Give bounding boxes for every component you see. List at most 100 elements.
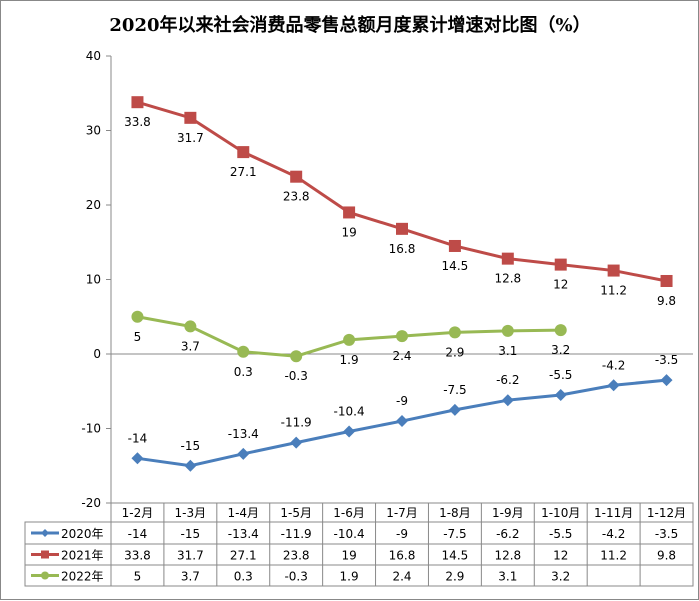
data-label: 2.9: [445, 345, 464, 359]
data-point: [660, 374, 673, 387]
data-point: [237, 447, 250, 460]
table-cell: 14.5: [442, 549, 469, 563]
data-label: 11.2: [600, 284, 627, 298]
data-point: [131, 96, 144, 109]
y-tick-label: -10: [81, 422, 101, 436]
table-cell: -13.4: [228, 527, 259, 541]
data-point: [184, 111, 197, 124]
table-cell: -14: [128, 527, 148, 541]
data-point: [448, 403, 461, 416]
chart-title: 2020年以来社会消费品零售总额月度累计增速对比图（%）: [109, 14, 590, 36]
data-label: -3.5: [655, 353, 678, 367]
table-cell: -0.3: [284, 570, 307, 584]
data-label: -15: [181, 439, 201, 453]
data-point: [660, 274, 673, 287]
category-label: 1-9月: [492, 506, 524, 520]
table-cell: 12.8: [494, 549, 521, 563]
category-label: 1-4月: [227, 506, 259, 520]
data-label: 31.7: [177, 131, 204, 145]
data-point: [237, 146, 250, 159]
data-point: [607, 264, 620, 277]
table-cell: 16.8: [389, 549, 416, 563]
data-label: 14.5: [442, 259, 469, 273]
legend-marker: [41, 550, 49, 559]
y-tick-label: 30: [86, 124, 101, 138]
category-label: 1-7月: [386, 506, 418, 520]
y-tick-label: 40: [86, 49, 101, 63]
data-label: 16.8: [389, 242, 416, 256]
data-label: 9.8: [657, 294, 676, 308]
table-cell: -15: [181, 527, 201, 541]
table-cell: 33.8: [124, 549, 151, 563]
legend-label: 2020年: [61, 527, 104, 541]
data-point: [396, 330, 408, 343]
table-cell: 23.8: [283, 549, 310, 563]
data-label: -4.2: [602, 358, 625, 372]
data-point: [448, 239, 461, 252]
data-point: [396, 222, 408, 235]
data-label: -9: [396, 394, 408, 408]
table-cell: -5.5: [549, 527, 572, 541]
table-cell: -3.5: [655, 527, 678, 541]
category-label: 1-5月: [280, 506, 312, 520]
legend-label: 2021年: [61, 549, 104, 563]
data-point: [554, 388, 567, 401]
table-cell: 1.9: [340, 570, 359, 584]
table-cell: 27.1: [230, 549, 257, 563]
data-label: 12.8: [494, 272, 521, 286]
data-label: 1.9: [340, 353, 359, 367]
data-label: 5: [134, 330, 142, 344]
data-point: [554, 258, 567, 271]
table-cell: 3.1: [498, 570, 517, 584]
data-label: 12: [553, 278, 568, 292]
table-cell: 11.2: [600, 549, 627, 563]
y-tick-label: 20: [86, 198, 101, 212]
data-label: 27.1: [230, 165, 257, 179]
table-cell: 3.2: [551, 570, 570, 584]
data-label: -7.5: [443, 383, 466, 397]
table-cell: 5: [134, 570, 142, 584]
table-cell: -6.2: [496, 527, 519, 541]
data-label: 19: [341, 225, 356, 239]
data-label: -13.4: [228, 427, 259, 441]
data-point: [554, 324, 567, 337]
data-point: [396, 415, 408, 428]
data-label: 33.8: [124, 115, 151, 129]
data-point: [237, 345, 250, 358]
table-cell: 19: [341, 549, 356, 563]
table-cell: 12: [553, 549, 568, 563]
y-tick-label: -20: [81, 496, 101, 510]
category-label: 1-8月: [439, 506, 471, 520]
data-label: 23.8: [283, 190, 310, 204]
category-label: 1-11月: [594, 506, 633, 520]
y-tick-label: 10: [86, 273, 101, 287]
table-cell: -11.9: [281, 527, 312, 541]
data-label: 0.3: [234, 365, 253, 379]
data-point: [184, 320, 197, 333]
table-cell: 2.4: [392, 570, 411, 584]
table-cell: -10.4: [334, 527, 365, 541]
data-point: [343, 333, 356, 346]
data-point: [290, 350, 303, 363]
data-label: -5.5: [549, 368, 572, 382]
data-point: [131, 452, 144, 465]
legend-marker: [41, 571, 49, 580]
data-label: 3.7: [181, 339, 200, 353]
category-label: 1-3月: [175, 506, 207, 520]
data-point: [607, 379, 620, 392]
table-cell: 2.9: [445, 570, 464, 584]
data-point: [343, 206, 356, 219]
data-point: [448, 326, 461, 339]
table-cell: 0.3: [234, 570, 253, 584]
data-label: -10.4: [334, 404, 365, 418]
data-point: [501, 252, 514, 265]
data-point: [131, 310, 144, 323]
legend-label: 2022年: [61, 570, 104, 584]
data-label: -11.9: [281, 416, 312, 430]
table-cell: 9.8: [657, 549, 676, 563]
data-label: -0.3: [284, 369, 307, 383]
data-point: [290, 170, 303, 183]
category-label: 1-2月: [122, 506, 154, 520]
